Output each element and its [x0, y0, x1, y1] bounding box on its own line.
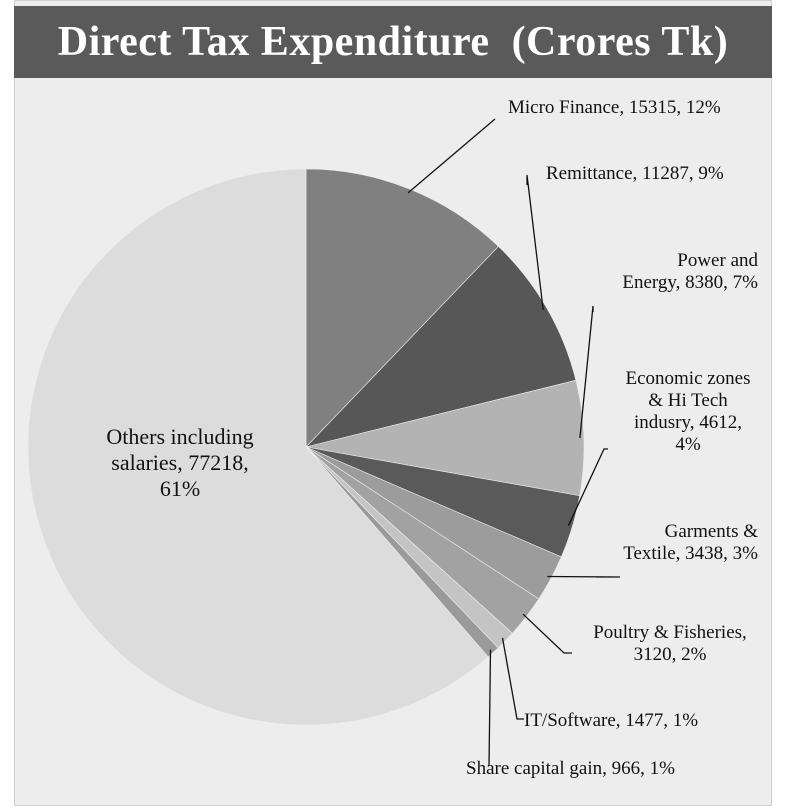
label-share-capital-gain: Share capital gain, 966, 1%: [466, 758, 675, 779]
label-others: Others including salaries, 77218, 61%: [60, 424, 300, 502]
label-economic-zones-line4: 4%: [675, 434, 701, 455]
pie-slice-others-including-salaries: [27, 168, 489, 726]
leader-line-remittance: [526, 174, 544, 310]
label-power-energy: Power and Energy, 8380, 7%: [560, 250, 758, 294]
leader-line-it-software: [501, 637, 524, 720]
title-bar: Direct Tax Expenditure (Crores Tk): [14, 6, 772, 78]
leader-line-power-and-energy: [579, 305, 594, 439]
label-economic-zones: Economic zones & Hi Tech indusry, 4612, …: [598, 368, 778, 456]
label-others-line3: 61%: [159, 476, 201, 501]
pie-slice-power-and-energy: [305, 379, 585, 497]
label-economic-zones-line2: & Hi Tech: [648, 390, 728, 411]
label-it-software: IT/Software, 1477, 1%: [524, 710, 699, 731]
leader-line-poultry-fisheries: [522, 613, 572, 654]
label-remittance: Remittance, 11287, 9%: [546, 163, 724, 184]
pie-slice-micro-finance: [305, 168, 499, 448]
label-poultry-fisheries: Poultry & Fisheries, 3120, 2%: [570, 622, 770, 666]
label-economic-zones-line3: indusry, 4612,: [633, 412, 743, 433]
label-power-energy-line1: Power and: [677, 250, 758, 271]
leader-line-economic-zones-hi-tech-indusry: [567, 448, 608, 526]
chart-title: Direct Tax Expenditure (Crores Tk): [57, 19, 729, 65]
label-power-energy-line2: Energy, 8380, 7%: [622, 272, 758, 293]
label-micro-finance: Micro Finance, 15315, 12%: [508, 97, 721, 118]
label-garments-textile-line2: Textile, 3438, 3%: [623, 543, 758, 564]
label-others-line2: salaries, 77218,: [111, 450, 249, 475]
label-others-line1: Others including: [106, 424, 254, 449]
leader-line-micro-finance: [407, 118, 496, 194]
leader-line-garments-textile: [547, 575, 621, 578]
label-garments-textile: Garments & Textile, 3438, 3%: [560, 521, 758, 565]
label-poultry-fisheries-line2: 3120, 2%: [633, 644, 707, 665]
label-poultry-fisheries-line1: Poultry & Fisheries,: [593, 622, 747, 643]
leader-line-share-capital-gain: [488, 649, 492, 767]
label-garments-textile-line1: Garments &: [664, 521, 758, 542]
label-economic-zones-line1: Economic zones: [625, 368, 751, 389]
